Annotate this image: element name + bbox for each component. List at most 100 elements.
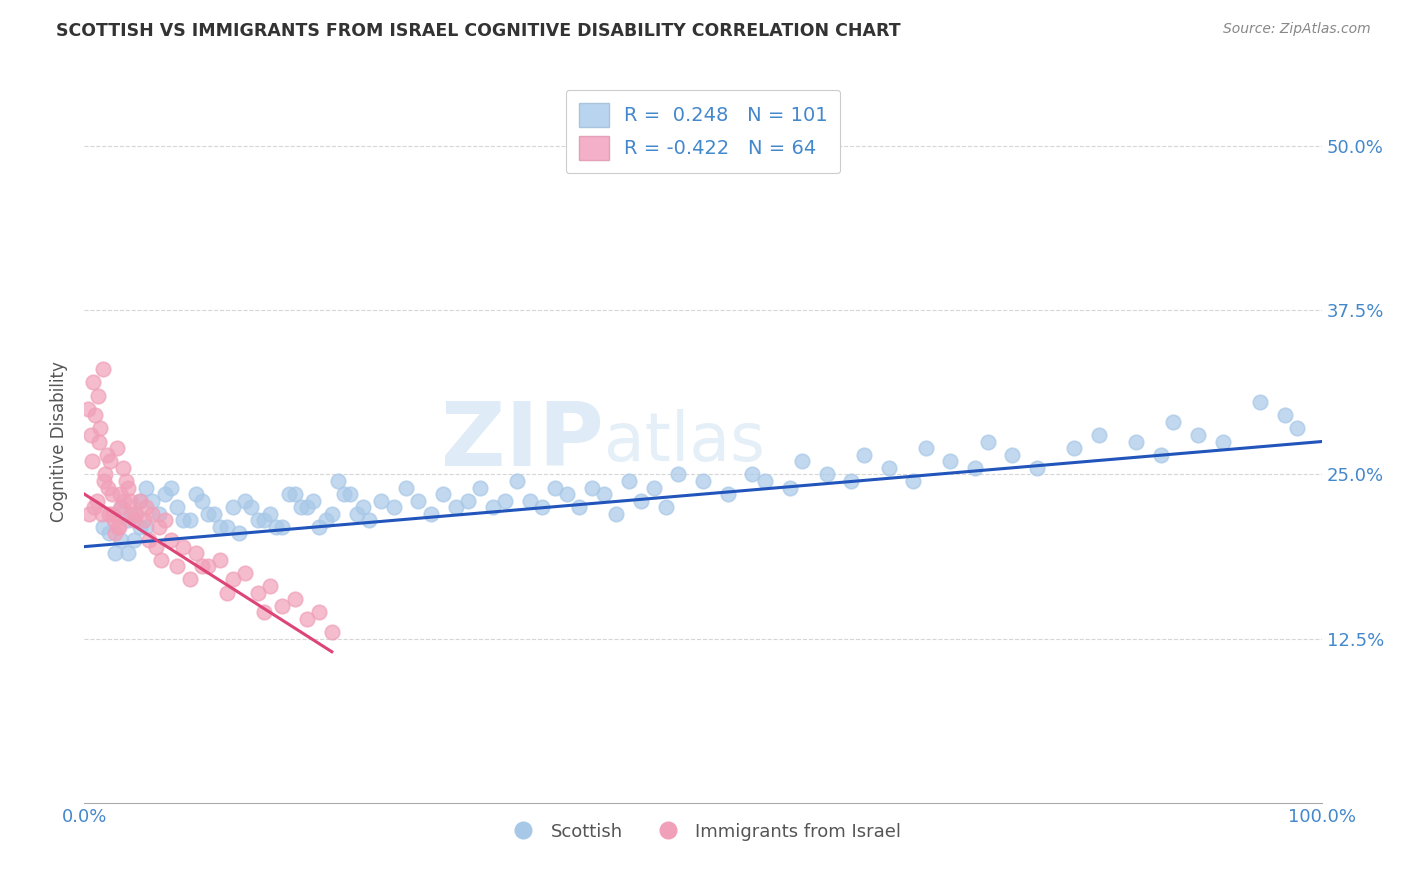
Point [315,513,337,527]
Point [101,507,124,521]
Point [117,546,139,560]
Point [79,428,101,442]
Point [1249,395,1271,409]
Point [264,520,287,534]
Point [84,409,107,423]
Point [91,362,114,376]
Point [457,493,479,508]
Point [370,493,392,508]
Point [83,500,105,515]
Point [160,481,183,495]
Point [444,500,467,515]
Point [666,467,689,482]
Point [302,493,325,508]
Point [97,481,120,495]
Point [543,481,565,495]
Point [209,520,232,534]
Text: Source: ZipAtlas.com: Source: ZipAtlas.com [1223,22,1371,37]
Point [115,474,138,488]
Point [246,585,269,599]
Point [1150,448,1173,462]
Point [321,507,343,521]
Point [135,481,157,495]
Point [271,599,294,613]
Point [284,487,307,501]
Point [122,533,145,547]
Point [432,487,454,501]
Point [172,540,194,554]
Point [295,612,318,626]
Point [692,474,714,488]
Point [82,376,104,390]
Point [308,605,330,619]
Point [222,500,245,515]
Point [357,513,380,527]
Point [122,513,145,527]
Point [191,559,214,574]
Text: atlas: atlas [605,409,765,475]
Point [295,500,318,515]
Point [1285,421,1308,435]
Point [246,513,269,527]
Point [852,448,875,462]
Point [100,487,122,501]
Point [222,573,245,587]
Point [877,460,900,475]
Point [117,481,139,495]
Point [326,474,349,488]
Point [321,625,343,640]
Point [253,605,276,619]
Point [160,533,183,547]
Point [408,493,430,508]
Point [1125,434,1147,449]
Point [581,481,603,495]
Point [120,507,142,521]
Point [135,500,157,515]
Point [754,474,776,488]
Point [233,566,256,580]
Text: SCOTTISH VS IMMIGRANTS FROM ISRAEL COGNITIVE DISABILITY CORRELATION CHART: SCOTTISH VS IMMIGRANTS FROM ISRAEL COGNI… [56,22,901,40]
Point [98,526,121,541]
Point [96,448,118,462]
Point [166,559,188,574]
Point [77,401,100,416]
Point [145,540,167,554]
Point [1161,415,1184,429]
Point [166,500,188,515]
Point [914,441,936,455]
Point [717,487,740,501]
Point [80,454,103,468]
Point [197,559,219,574]
Point [110,500,132,515]
Point [87,388,110,402]
Y-axis label: Cognitive Disability: Cognitive Disability [51,361,69,522]
Point [790,454,813,468]
Point [135,520,157,534]
Point [141,507,163,521]
Point [132,513,155,527]
Point [105,441,128,455]
Point [94,467,117,482]
Point [284,592,307,607]
Point [253,513,276,527]
Point [153,513,176,527]
Point [184,546,207,560]
Point [148,507,170,521]
Point [79,507,101,521]
Point [110,487,132,501]
Point [346,507,368,521]
Point [259,507,281,521]
Point [506,474,529,488]
Point [382,500,405,515]
Point [841,474,863,488]
Point [215,585,238,599]
Point [150,553,173,567]
Text: ZIP: ZIP [441,398,605,485]
Point [741,467,763,482]
Point [117,513,139,527]
Point [419,507,441,521]
Point [191,493,214,508]
Point [197,507,219,521]
Point [519,493,541,508]
Point [494,493,516,508]
